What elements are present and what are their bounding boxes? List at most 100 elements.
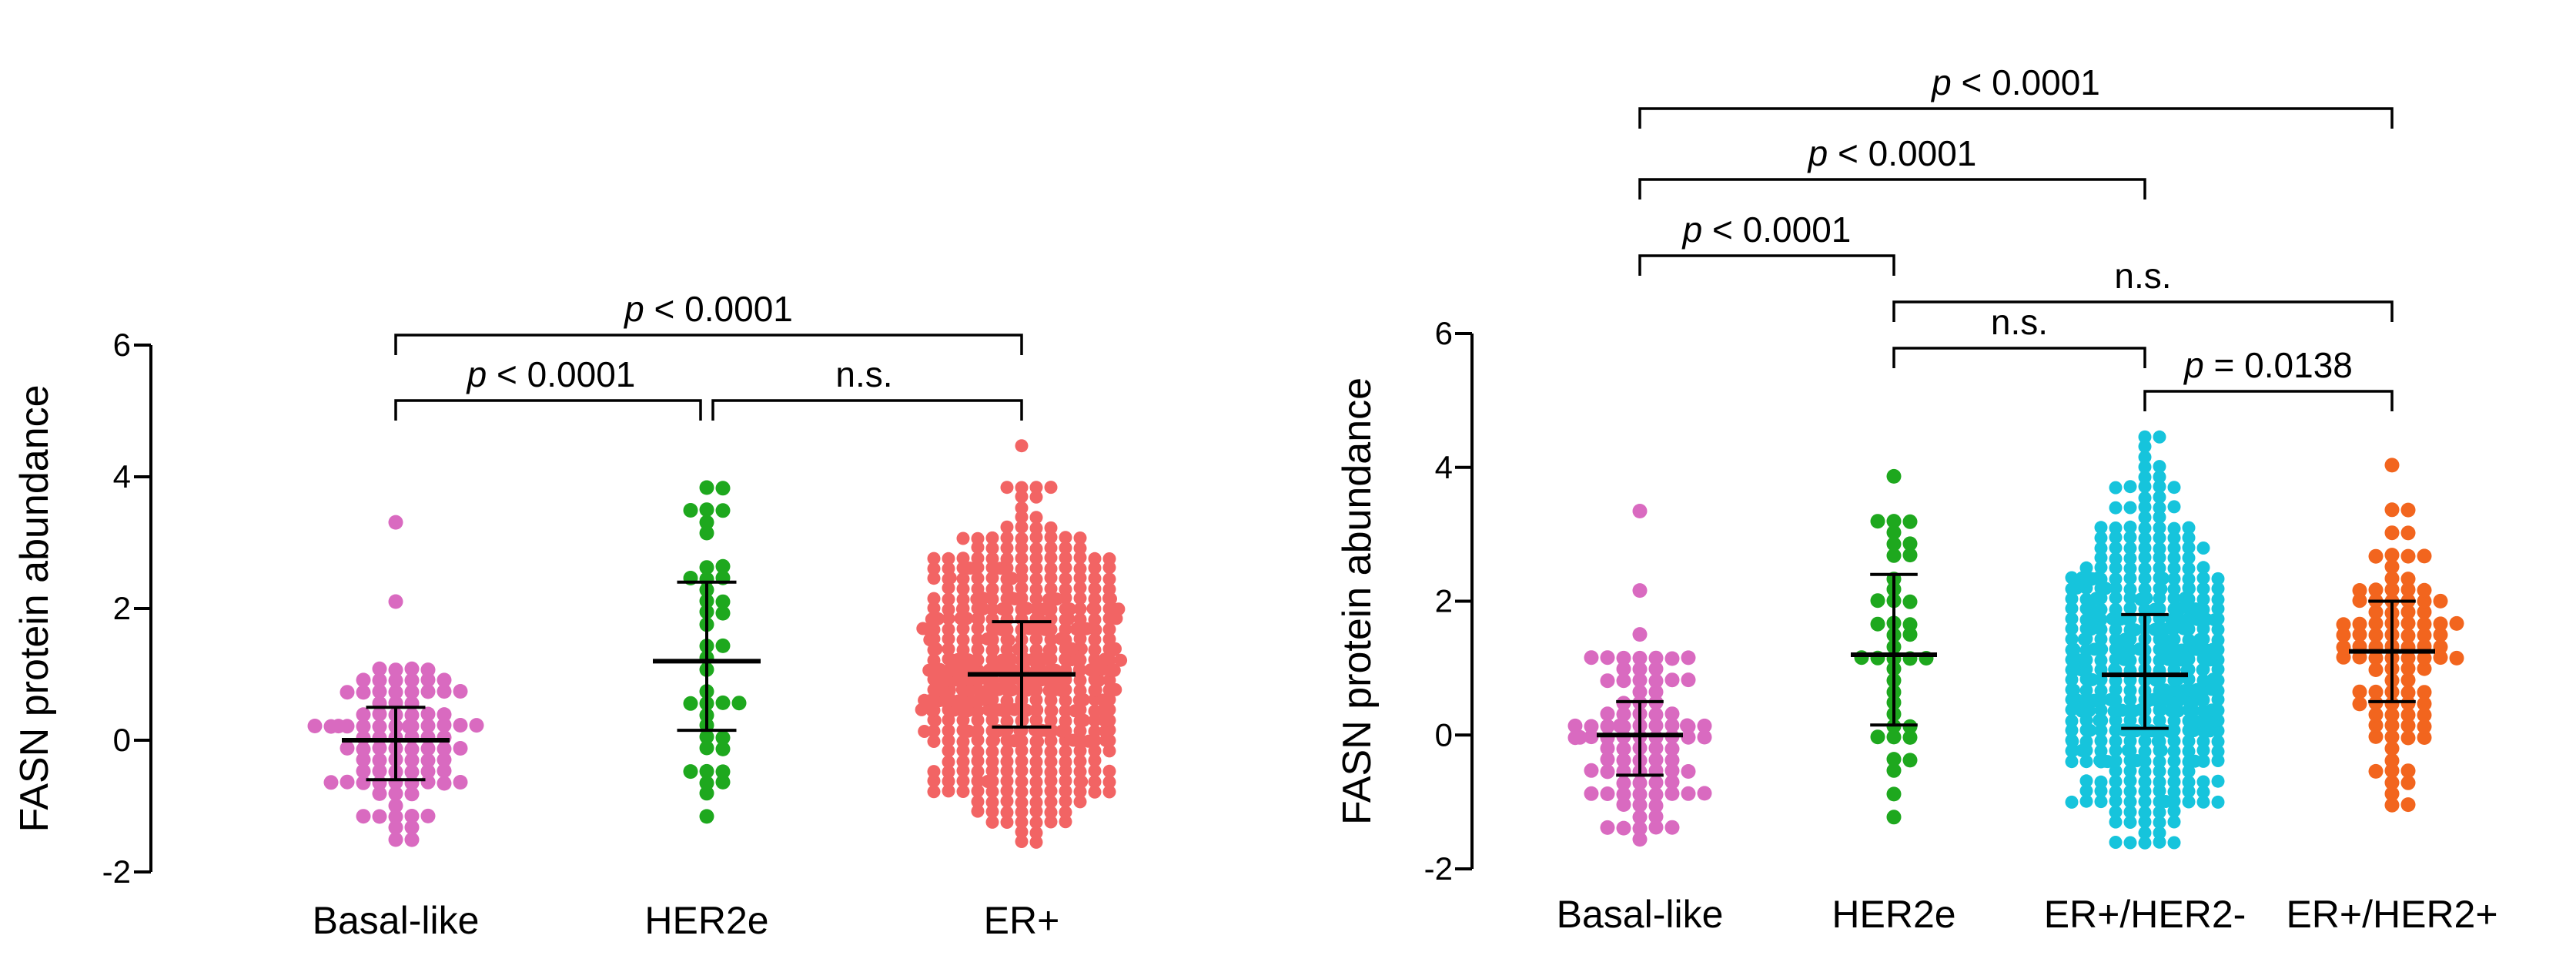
data-point xyxy=(2138,511,2152,525)
data-point xyxy=(699,560,714,575)
data-point xyxy=(1088,632,1102,646)
data-point xyxy=(1664,753,1680,768)
data-point xyxy=(1102,673,1116,687)
data-point xyxy=(2138,784,2152,798)
data-point xyxy=(1015,510,1029,524)
data-point xyxy=(388,786,403,801)
data-point xyxy=(2153,806,2166,819)
data-point xyxy=(2138,531,2152,545)
data-point xyxy=(942,744,955,758)
data-point xyxy=(1632,786,1648,802)
data-point xyxy=(1029,713,1043,727)
data-point xyxy=(971,765,985,779)
y-tick-label: 6 xyxy=(1435,315,1453,351)
data-point xyxy=(2083,723,2097,737)
data-point xyxy=(388,662,403,678)
data-point xyxy=(1000,531,1014,545)
data-point xyxy=(2094,775,2108,789)
data-point xyxy=(1005,572,1019,585)
data-point xyxy=(2094,724,2108,737)
data-point xyxy=(2123,774,2137,788)
data-point xyxy=(1073,592,1087,605)
data-point xyxy=(927,735,941,748)
data-point xyxy=(2182,531,2196,545)
p-symbol: p xyxy=(1930,62,1952,102)
data-point xyxy=(2368,729,2384,744)
data-point xyxy=(2123,542,2137,555)
data-point xyxy=(1074,642,1088,656)
data-point xyxy=(2400,718,2416,733)
data-point xyxy=(356,672,371,688)
data-point xyxy=(731,696,747,711)
data-point xyxy=(2079,561,2093,575)
data-point xyxy=(2138,826,2152,840)
data-point xyxy=(404,820,420,835)
data-point xyxy=(372,740,387,756)
data-point xyxy=(927,602,941,615)
data-point xyxy=(2123,795,2137,809)
data-point xyxy=(932,674,946,687)
data-point xyxy=(942,622,955,636)
data-point xyxy=(971,531,985,545)
data-point xyxy=(1632,650,1648,666)
data-point xyxy=(2153,561,2166,575)
data-point xyxy=(2109,682,2123,696)
data-point xyxy=(994,562,1007,575)
data-point xyxy=(2153,816,2166,830)
data-point xyxy=(2167,500,2181,514)
data-point xyxy=(1059,794,1072,808)
data-point xyxy=(1042,684,1056,697)
data-point xyxy=(1648,673,1664,689)
data-point xyxy=(1000,755,1014,769)
data-point xyxy=(955,602,969,616)
data-point xyxy=(2075,571,2089,585)
data-point xyxy=(985,542,999,555)
data-point xyxy=(356,809,371,824)
data-point xyxy=(2123,764,2137,778)
data-point xyxy=(1600,820,1615,835)
data-point xyxy=(715,764,731,780)
data-point xyxy=(2167,785,2181,799)
data-point xyxy=(1632,627,1648,642)
data-point xyxy=(2094,531,2108,545)
data-point xyxy=(372,719,387,734)
data-point xyxy=(2153,835,2166,849)
data-point xyxy=(2138,480,2152,494)
data-point xyxy=(2417,719,2432,734)
data-point xyxy=(971,754,985,768)
p-value: = 0.0138 xyxy=(2204,345,2353,385)
data-point xyxy=(1073,744,1087,758)
data-point xyxy=(2182,551,2196,565)
data-point xyxy=(1584,786,1599,801)
data-point xyxy=(1616,786,1631,802)
data-point xyxy=(1648,798,1664,813)
data-point xyxy=(2153,531,2166,545)
data-point xyxy=(1112,602,1126,616)
data-point xyxy=(971,745,985,759)
data-point xyxy=(981,775,995,788)
data-point xyxy=(1044,784,1058,798)
data-point xyxy=(1059,806,1072,819)
data-point xyxy=(1886,525,1902,540)
data-point xyxy=(1059,815,1072,829)
data-point xyxy=(956,531,970,545)
data-point xyxy=(2384,718,2400,733)
data-point xyxy=(2417,582,2432,598)
data-point xyxy=(1044,521,1058,535)
data-point xyxy=(1029,511,1043,525)
data-point xyxy=(2094,602,2108,616)
significance-bracket xyxy=(1892,347,2146,368)
data-point xyxy=(985,713,999,727)
data-point xyxy=(1616,797,1631,812)
data-point xyxy=(2138,451,2152,464)
data-point xyxy=(1098,652,1112,666)
data-point xyxy=(1059,774,1072,788)
data-point xyxy=(1036,602,1050,616)
data-point xyxy=(1073,684,1087,697)
data-point xyxy=(1073,765,1087,779)
data-point xyxy=(1886,729,1902,745)
data-point xyxy=(1029,693,1043,707)
data-point xyxy=(1681,729,1696,745)
data-point xyxy=(1102,775,1116,789)
data-point xyxy=(1886,548,1902,563)
